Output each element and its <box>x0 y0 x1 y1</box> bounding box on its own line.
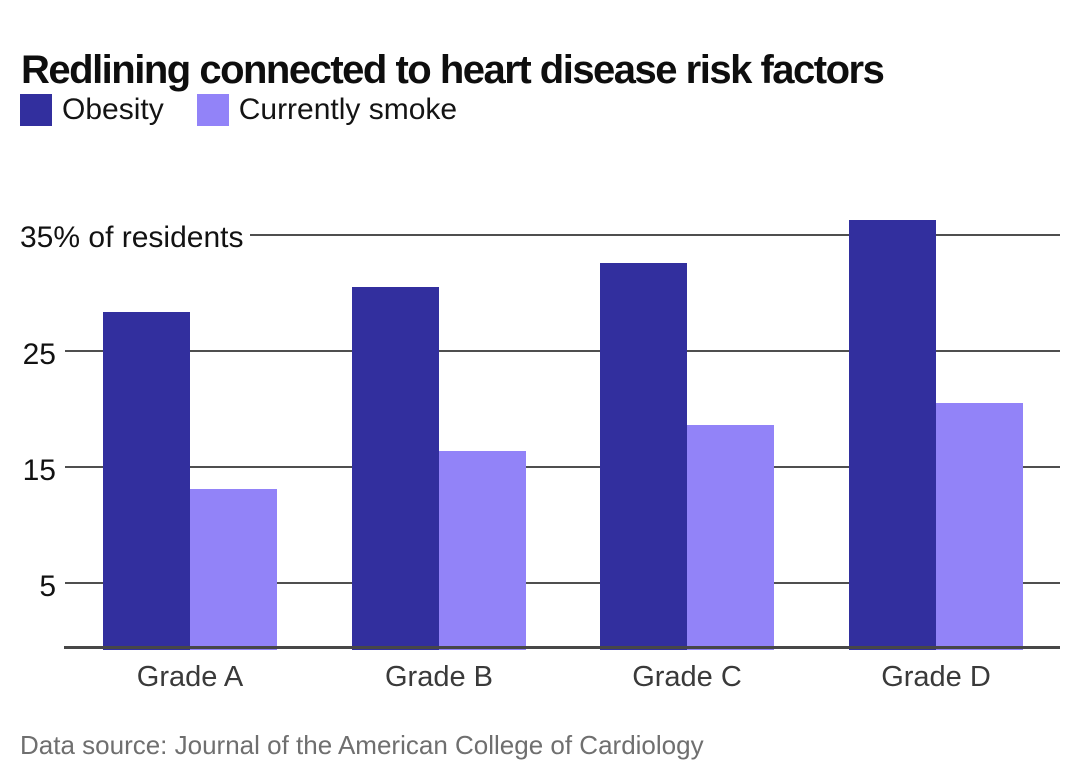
gridline-15 <box>65 466 1060 468</box>
legend: Obesity Currently smoke <box>20 94 457 126</box>
x-label-grade-d: Grade D <box>881 661 991 693</box>
currently-smoke-swatch-icon <box>196 94 229 126</box>
bar-obesity-grade-c <box>600 263 687 650</box>
y-axis-top-label: 35% of residents <box>20 223 248 253</box>
y-tick-label-25: 25 <box>22 338 56 371</box>
legend-item-obesity: Obesity <box>20 94 164 126</box>
bar-currently-smoke-grade-c <box>687 425 774 650</box>
gridline-35 <box>250 234 1060 236</box>
legend-label-currently-smoke: Currently smoke <box>238 93 458 126</box>
chart-title: Redlining connected to heart disease ris… <box>21 47 885 92</box>
obesity-swatch-icon <box>20 94 52 126</box>
x-axis-line <box>64 646 1060 649</box>
gridline-25 <box>65 350 1060 352</box>
x-label-grade-b: Grade B <box>385 661 493 693</box>
bar-currently-smoke-grade-d <box>936 403 1023 650</box>
gridline-5 <box>65 582 1060 584</box>
legend-item-currently-smoke: Currently smoke <box>196 93 458 126</box>
bar-currently-smoke-grade-b <box>439 451 526 650</box>
bar-obesity-grade-d <box>849 220 936 650</box>
x-label-grade-a: Grade A <box>136 661 244 693</box>
x-label-grade-c: Grade C <box>632 661 742 693</box>
bar-obesity-grade-a <box>103 312 190 650</box>
data-source: Data source: Journal of the American Col… <box>20 730 704 760</box>
bar-currently-smoke-grade-a <box>190 489 277 650</box>
y-tick-label-5: 5 <box>39 570 56 603</box>
bar-obesity-grade-b <box>352 287 439 650</box>
y-tick-label-15: 15 <box>22 454 56 487</box>
legend-label-obesity: Obesity <box>62 93 164 126</box>
